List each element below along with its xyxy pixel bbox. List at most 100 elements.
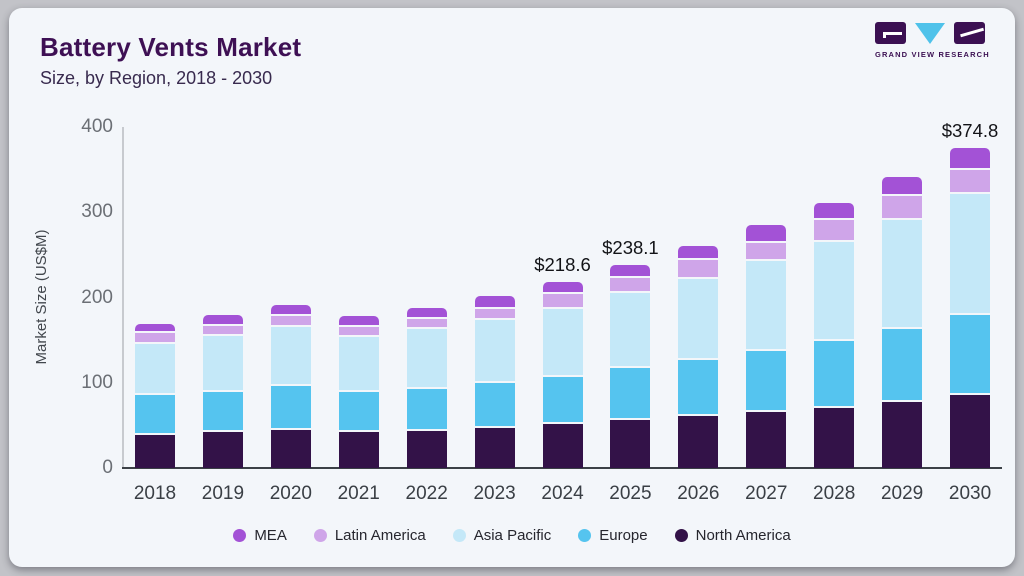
bar-segment-north-america-2018 bbox=[135, 435, 175, 468]
bar-segment-asia-pacific-2026 bbox=[678, 279, 719, 359]
bar-segment-north-america-2029 bbox=[882, 402, 923, 468]
bar-segment-europe-2029 bbox=[882, 329, 923, 401]
bar-segment-mea-2029 bbox=[882, 177, 923, 195]
logo-v-triangle-icon bbox=[915, 23, 945, 44]
bar-segment-latin-america-2024 bbox=[542, 293, 583, 307]
legend-item-north-america: North America bbox=[674, 527, 791, 544]
bar-segment-latin-america-2030 bbox=[950, 170, 991, 193]
bar-segment-asia-pacific-2022 bbox=[406, 329, 447, 388]
x-tick-label-2029: 2029 bbox=[880, 483, 924, 504]
bar-segment-latin-america-2026 bbox=[678, 260, 719, 278]
x-tick-label-2018: 2018 bbox=[133, 483, 177, 504]
bar-segment-europe-2022 bbox=[406, 389, 447, 430]
bar-segment-asia-pacific-2030 bbox=[950, 194, 991, 313]
bar-segment-mea-2025 bbox=[610, 265, 651, 277]
bar-segment-europe-2021 bbox=[338, 392, 379, 431]
bar-segment-mea-2019 bbox=[202, 314, 243, 324]
bar-segment-asia-pacific-2027 bbox=[746, 260, 787, 349]
bar-segment-europe-2018 bbox=[135, 394, 175, 434]
bar-segment-north-america-2025 bbox=[610, 420, 651, 468]
y-tick-label: 400 bbox=[81, 116, 113, 137]
x-tick-label-2019: 2019 bbox=[201, 483, 245, 504]
x-tick-label-2023: 2023 bbox=[473, 483, 516, 504]
data-label-2024: $218.6 bbox=[534, 253, 591, 275]
bar-segment-latin-america-2025 bbox=[610, 278, 651, 292]
legend-item-europe: Europe bbox=[578, 526, 648, 544]
chart-legend: MEA Latin America Asia Pacific Europe North … bbox=[9, 521, 1015, 549]
bar-segment-asia-pacific-2021 bbox=[338, 336, 379, 391]
bar-segment-mea-2018 bbox=[135, 323, 175, 332]
bar-segment-mea-2026 bbox=[678, 246, 719, 259]
bar-segment-north-america-2026 bbox=[678, 415, 719, 468]
bar-segment-latin-america-2023 bbox=[474, 309, 515, 318]
bar-segment-asia-pacific-2023 bbox=[474, 319, 515, 382]
bar-segment-north-america-2021 bbox=[338, 432, 379, 468]
bar-segment-asia-pacific-2024 bbox=[542, 308, 583, 375]
bar-segment-europe-2030 bbox=[950, 315, 991, 393]
bar-segment-europe-2026 bbox=[678, 360, 719, 414]
bar-segment-latin-america-2021 bbox=[338, 326, 379, 335]
bar-segment-latin-america-2019 bbox=[202, 325, 243, 334]
bar-segment-asia-pacific-2020 bbox=[270, 326, 311, 385]
bar-segment-latin-america-2027 bbox=[746, 242, 787, 259]
bar-segment-mea-2024 bbox=[542, 281, 583, 292]
x-tick-label-2022: 2022 bbox=[405, 483, 448, 504]
bar-segment-mea-2022 bbox=[406, 307, 447, 318]
bar-segment-north-america-2023 bbox=[474, 428, 515, 468]
x-tick-label-2028: 2028 bbox=[813, 483, 856, 504]
x-tick-label-2025: 2025 bbox=[609, 483, 652, 504]
bar-segment-north-america-2028 bbox=[814, 407, 855, 468]
y-axis-line bbox=[122, 127, 124, 468]
bar-segment-latin-america-2018 bbox=[135, 333, 175, 342]
bar-segment-asia-pacific-2018 bbox=[135, 343, 175, 393]
x-tick-label-2027: 2027 bbox=[745, 483, 788, 504]
bar-segment-latin-america-2028 bbox=[814, 220, 855, 240]
bar-segment-latin-america-2029 bbox=[882, 196, 923, 219]
logo-g-block-icon bbox=[875, 22, 906, 44]
bar-segment-mea-2028 bbox=[814, 203, 855, 219]
bar-segment-europe-2024 bbox=[542, 376, 583, 422]
bar-segment-mea-2030 bbox=[950, 148, 991, 169]
bar-segment-latin-america-2020 bbox=[270, 315, 311, 325]
bar-segment-mea-2020 bbox=[270, 304, 311, 314]
legend-item-mea: MEA bbox=[233, 527, 287, 544]
bar-segment-asia-pacific-2025 bbox=[610, 293, 651, 367]
bar-segment-north-america-2027 bbox=[746, 411, 787, 468]
legend-dot-icon bbox=[578, 528, 592, 542]
bar-segment-asia-pacific-2029 bbox=[882, 220, 923, 328]
bar-segment-asia-pacific-2028 bbox=[814, 241, 855, 340]
bar-segment-europe-2025 bbox=[610, 368, 651, 419]
y-tick-label: 100 bbox=[81, 371, 113, 393]
chart-card: Battery Vents Market Size, by Region, 20… bbox=[9, 8, 1015, 567]
bar-segment-mea-2021 bbox=[338, 316, 379, 325]
y-tick-label: 300 bbox=[81, 201, 113, 223]
chart-subtitle: Size, by Region, 2018 - 2030 bbox=[40, 68, 273, 88]
legend-dot-icon bbox=[452, 528, 466, 542]
x-tick-label-2026: 2026 bbox=[677, 483, 720, 504]
stacked-bar-chart: 0 100 200 300 400 2018 2019 2020 2021 2022 2023 202… bbox=[9, 8, 1015, 567]
bar-segment-north-america-2022 bbox=[406, 431, 447, 468]
bar-segment-europe-2019 bbox=[202, 391, 243, 431]
bar-segment-asia-pacific-2019 bbox=[202, 335, 243, 390]
bar-segment-mea-2023 bbox=[474, 295, 515, 308]
bar-segment-latin-america-2022 bbox=[406, 319, 447, 328]
bar-segment-europe-2023 bbox=[474, 383, 515, 427]
legend-dot-icon bbox=[233, 528, 247, 542]
legend-dot-icon bbox=[313, 528, 327, 542]
legend-label: MEA bbox=[254, 526, 287, 544]
bar-segment-north-america-2020 bbox=[270, 429, 311, 468]
legend-label: Europe bbox=[599, 526, 648, 544]
bar-segment-europe-2027 bbox=[746, 350, 787, 410]
y-tick-label: 0 bbox=[102, 457, 113, 478]
x-tick-label-2030: 2030 bbox=[948, 483, 992, 504]
legend-item-latin-america: Latin America bbox=[313, 527, 426, 544]
page-title: Battery Vents Market bbox=[40, 32, 302, 62]
bar-segment-north-america-2030 bbox=[950, 394, 991, 468]
logo-shapes bbox=[875, 22, 985, 46]
bar-segment-north-america-2019 bbox=[202, 432, 243, 468]
legend-dot-icon bbox=[674, 528, 688, 542]
data-label-2030: $374.8 bbox=[941, 120, 999, 142]
data-label-2025: $238.1 bbox=[602, 237, 659, 259]
legend-item-asia-pacific: Asia Pacific bbox=[452, 527, 551, 544]
x-tick-label-2021: 2021 bbox=[337, 483, 380, 504]
